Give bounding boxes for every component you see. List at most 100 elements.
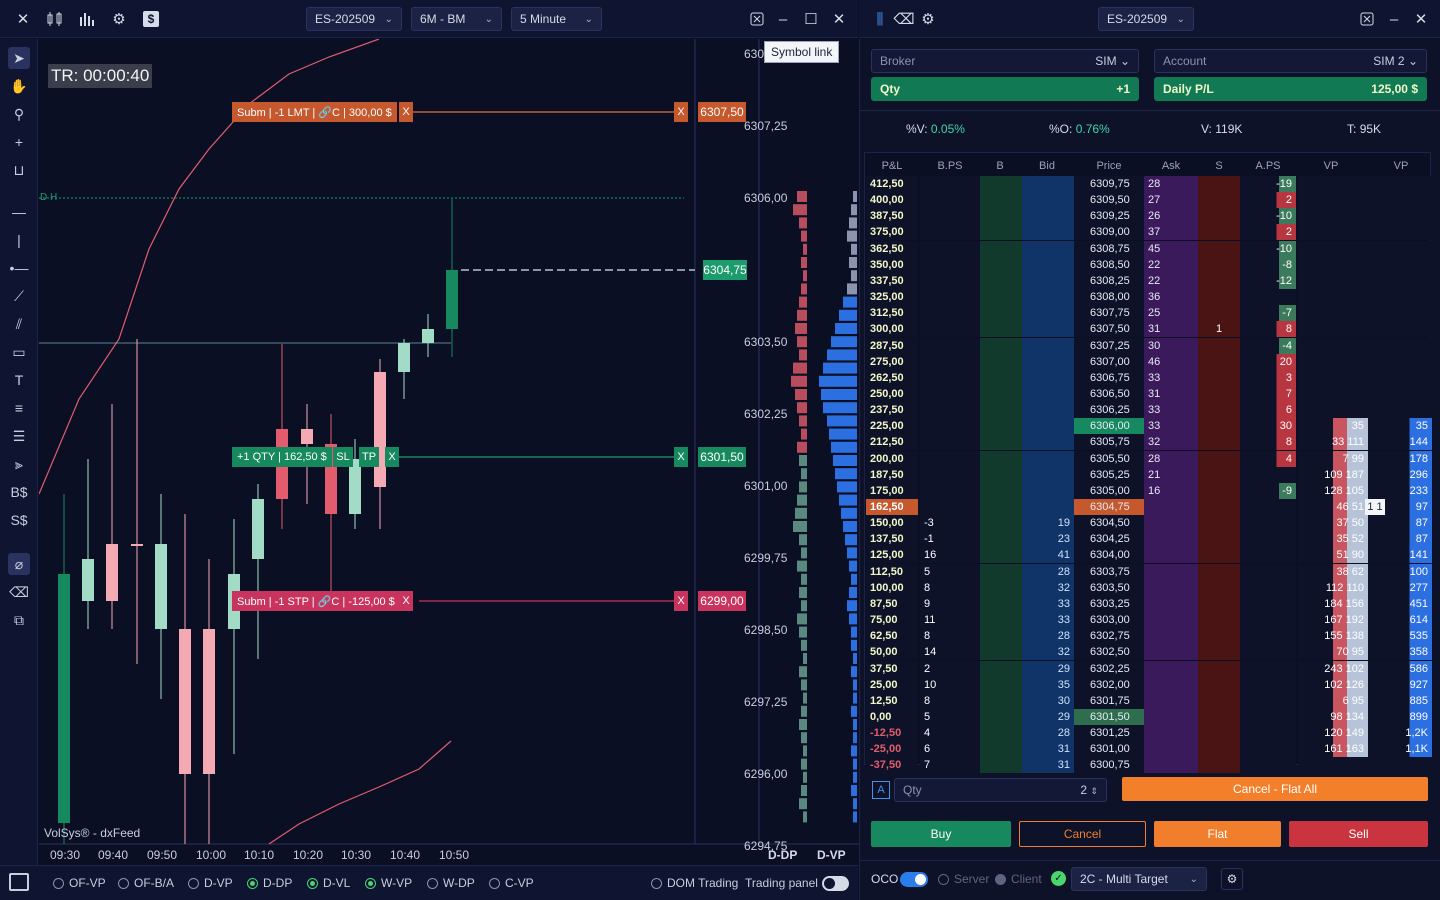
cancel-flat-all-button[interactable]: Cancel - Flat All — [1122, 777, 1428, 801]
close-icon[interactable]: ✕ — [1414, 11, 1428, 28]
close-window-icon[interactable]: ✕ — [832, 11, 846, 28]
dom-row[interactable]: 175,00 6305,00 16 -9 128 105 233 — [864, 482, 1432, 499]
dom-row[interactable]: 87,50 9 33 6303,25 184 156 451 — [864, 595, 1432, 612]
minimize-icon[interactable]: – — [1389, 10, 1399, 28]
dom-row[interactable]: 112,50 5 28 6303,75 38 62 100 — [864, 563, 1432, 580]
gear-icon[interactable]: ⚙ — [112, 11, 126, 28]
dom-row[interactable]: 237,50 6306,25 33 6 — [864, 402, 1432, 419]
stepper-icon[interactable]: ⇕ — [1090, 786, 1098, 796]
radio-d-vp[interactable]: D-VP — [188, 876, 233, 890]
trendline-icon[interactable]: ⟋ — [14, 287, 24, 304]
strategy-select[interactable]: 2C - Multi Target ⌄ — [1071, 867, 1207, 891]
dom-trading-radio[interactable]: DOM Trading — [651, 876, 738, 890]
dom-row[interactable]: 50,00 14 32 6302,50 70 95 358 — [864, 644, 1432, 661]
dom-row[interactable]: 325,00 6308,00 36 — [864, 289, 1432, 306]
dom-row[interactable]: 400,00 6309,50 27 2 — [864, 192, 1432, 209]
layers-icon[interactable]: ⧉ — [14, 611, 24, 628]
close-position-button-right[interactable]: X — [674, 447, 688, 467]
eraser-icon[interactable]: ⌫ — [893, 11, 915, 28]
broker-select[interactable]: Broker SIM ⌄ — [871, 49, 1139, 73]
dom-row[interactable]: 25,00 10 35 6302,00 102 126 927 — [864, 676, 1432, 693]
cursor-icon[interactable]: ➤ — [8, 47, 30, 69]
dollar-icon[interactable]: $ — [140, 8, 162, 30]
gear-icon[interactable]: ⚙ — [921, 11, 935, 28]
levels-icon[interactable]: ☰ — [12, 427, 26, 444]
bars-icon[interactable] — [44, 8, 66, 30]
dom-row[interactable]: 0,00 5 29 6301,50 98 134 899 — [864, 708, 1432, 725]
link-icon[interactable]: ⌀ — [8, 553, 30, 575]
dom-row[interactable]: 100,00 8 32 6303,50 112 110 277 — [864, 579, 1432, 596]
dom-row[interactable]: 412,50 6309,75 28 -19 — [864, 176, 1432, 192]
horizontal-line-icon[interactable]: — — [12, 204, 26, 220]
dom-row[interactable]: 225,00 6306,00 33 30 35 35 — [864, 418, 1432, 435]
dom-row[interactable]: 250,00 6306,50 31 7 — [864, 385, 1432, 402]
radio-d-dp[interactable]: D-DP — [247, 876, 292, 890]
cancel-limit-order-button[interactable]: X — [399, 102, 413, 122]
dom-row[interactable]: 337,50 6308,25 22 -12 — [864, 272, 1432, 289]
dom-row[interactable]: 187,50 6305,25 21 109 187 296 — [864, 466, 1432, 483]
rectangle-icon[interactable]: ▭ — [12, 343, 26, 360]
dom-row[interactable]: 387,50 6309,25 26 -10 — [864, 208, 1432, 225]
strategy-settings-gear-icon[interactable]: ⚙ — [1221, 868, 1243, 890]
qty-input[interactable]: Qty 2 ⇕ — [894, 778, 1107, 802]
layout-icon[interactable] — [9, 873, 29, 891]
dom-row[interactable]: 137,50 -1 23 6304,25 35 52 87 — [864, 531, 1432, 548]
dom-row[interactable]: 300,00 6307,50 31 1 8 — [864, 321, 1432, 338]
hand-icon[interactable]: ✋ — [10, 77, 28, 94]
close-icon[interactable]: ✕ — [16, 11, 30, 28]
channel-icon[interactable]: ⫽ — [15, 315, 23, 332]
eraser-icon[interactable]: ⌫ — [9, 583, 29, 600]
dom-row[interactable]: -12,50 4 28 6301,25 120 149 1,2K — [864, 725, 1432, 742]
dom-row[interactable]: 37,50 2 29 6302,25 243 102 586 — [864, 660, 1432, 677]
list-icon[interactable]: ≡ — [14, 400, 24, 416]
dom-row[interactable]: -25,00 6 31 6301,00 161 163 1,1K — [864, 741, 1432, 758]
dom-row[interactable]: 162,50 6304,75 46 51 97 1 1 — [864, 499, 1432, 515]
radio-w-dp[interactable]: W-DP — [427, 876, 475, 890]
dom-symbol-select[interactable]: ES-202509 ⌄ — [1098, 7, 1194, 31]
cancel-button[interactable]: Cancel — [1019, 821, 1146, 847]
crosshair-icon[interactable]: + — [14, 134, 24, 150]
timeframe-select[interactable]: 6M - BM ⌄ — [411, 7, 502, 31]
dom-row[interactable]: 275,00 6307,00 46 20 — [864, 353, 1432, 370]
settings-window-icon[interactable] — [746, 8, 768, 30]
dom-row[interactable]: 75,00 11 33 6303,00 167 192 614 — [864, 612, 1432, 629]
maximize-icon[interactable]: ☐ — [804, 11, 818, 28]
dom-row[interactable]: 62,50 8 28 6302,75 155 138 535 — [864, 628, 1432, 645]
dom-row[interactable]: 150,00 -3 19 6304,50 37 50 87 — [864, 515, 1432, 532]
dom-row[interactable]: 287,50 6307,25 30 -4 — [864, 337, 1432, 354]
flat-button[interactable]: Flat — [1154, 821, 1281, 847]
chart-icon[interactable] — [76, 8, 98, 30]
account-select[interactable]: Account SIM 2 ⌄ — [1154, 49, 1427, 73]
stop-order-label[interactable]: Subm | -1 STP | 🔗C | -125,00 $ — [232, 591, 400, 611]
interval-select[interactable]: 5 Minute ⌄ — [511, 7, 602, 31]
magnet-icon[interactable]: ⊔ — [13, 161, 25, 178]
trading-panel-toggle[interactable] — [822, 876, 849, 891]
symbol-select[interactable]: ES-202509 ⌄ — [306, 7, 402, 31]
price-chart[interactable]: TR: 00:00:40 D H Subm | -1 LMT | 🔗C | 30… — [39, 39, 859, 865]
dom-row[interactable]: 125,00 16 41 6304,00 51 90 141 — [864, 547, 1432, 564]
dom-row[interactable]: 200,00 6305,50 28 4 7 99 178 — [864, 450, 1432, 467]
dom-row[interactable]: 262,50 6306,75 33 3 — [864, 369, 1432, 386]
dom-row[interactable]: 350,00 6308,50 22 -8 — [864, 256, 1432, 273]
radio-d-vl[interactable]: D-VL — [307, 876, 350, 890]
limit-order-label[interactable]: Subm | -1 LMT | 🔗C | 300,00 $ — [232, 102, 397, 122]
dom-row[interactable]: -37,50 7 31 6300,75 — [864, 757, 1432, 774]
sell-button[interactable]: Sell — [1289, 821, 1428, 847]
auto-qty-toggle[interactable]: A — [872, 781, 890, 799]
cancel-stop-order-button[interactable]: X — [399, 591, 413, 611]
radio-of-ba[interactable]: OF-B/A — [118, 876, 174, 890]
radio-c-vp[interactable]: C-VP — [489, 876, 534, 890]
sell-order-icon[interactable]: S$ — [10, 512, 28, 528]
cancel-stop-order-button-right[interactable]: X — [674, 591, 688, 611]
settings-window-icon[interactable] — [1356, 8, 1378, 30]
client-radio[interactable]: Client — [995, 872, 1042, 886]
vertical-line-icon[interactable]: | — [17, 232, 21, 248]
dom-row[interactable]: 375,00 6309,00 37 2 — [864, 224, 1432, 241]
ray-icon[interactable]: •— — [9, 260, 29, 276]
dom-row[interactable]: 312,50 6307,75 25 -7 — [864, 305, 1432, 322]
minimize-icon[interactable]: – — [778, 10, 788, 28]
position-label[interactable]: +1 QTY | 162,50 $ — [232, 447, 332, 467]
stop-loss-button[interactable]: SL — [333, 447, 353, 467]
server-radio[interactable]: Server — [938, 872, 989, 886]
columns-icon[interactable]: ⫼ — [876, 10, 884, 28]
